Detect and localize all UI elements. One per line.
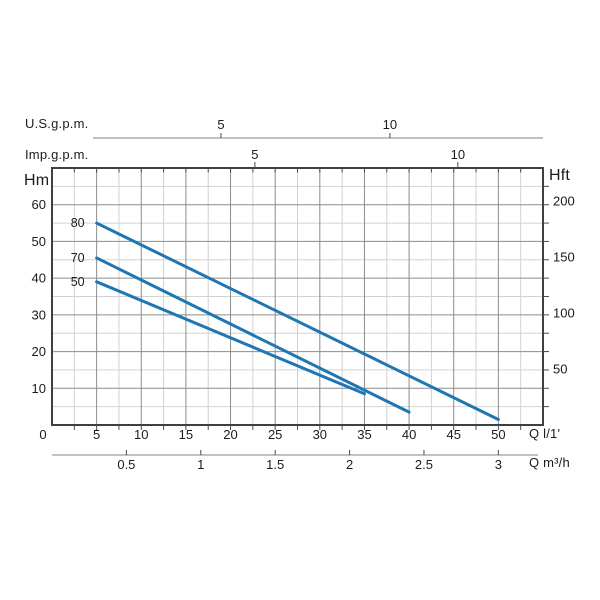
m3h-tick-label: 1	[197, 457, 204, 472]
hft-tick-label: 100	[553, 306, 575, 321]
lmin-tick-label: 20	[223, 427, 237, 442]
lmin-tick-label: 35	[357, 427, 371, 442]
curve-label-80: 80	[71, 216, 85, 230]
usgpm-axis-label: U.S.g.p.m.	[25, 116, 89, 131]
curve-80	[95, 221, 500, 421]
lmin-tick-label: 50	[491, 427, 505, 442]
lmin-tick-label: 15	[179, 427, 193, 442]
impgpm-tick-label: 10	[451, 147, 465, 162]
hm-tick-label: 50	[32, 234, 46, 249]
hm-tick-label: 20	[32, 344, 46, 359]
hft-tick-label: 200	[553, 194, 575, 209]
curve-50	[95, 280, 366, 396]
q-lmin-axis-label: Q l/1'	[529, 426, 561, 441]
hm-tick-label: 30	[32, 307, 46, 322]
hft-tick-label: 50	[553, 362, 567, 377]
q-m3h-axis-label: Q m³/h	[529, 455, 570, 470]
usgpm-tick-label: 5	[217, 117, 224, 132]
curve-label-50: 50	[71, 275, 85, 289]
lmin-tick-label: 5	[93, 427, 100, 442]
m3h-tick-label: 0.5	[117, 457, 135, 472]
m3h-tick-label: 2.5	[415, 457, 433, 472]
m3h-tick-label: 1.5	[266, 457, 284, 472]
hm-tick-label: 10	[32, 381, 46, 396]
hm-tick-label: 60	[32, 197, 46, 212]
curve-label-70: 70	[71, 251, 85, 265]
hft-axis-label: Hft	[549, 167, 571, 184]
lmin-tick-label: 45	[446, 427, 460, 442]
m3h-tick-label: 3	[495, 457, 502, 472]
hft-tick-label: 150	[553, 250, 575, 265]
usgpm-tick-label: 10	[383, 117, 397, 132]
impgpm-axis-label: Imp.g.p.m.	[25, 147, 89, 162]
lmin-tick-label: 25	[268, 427, 282, 442]
curve-70	[95, 256, 411, 414]
lmin-tick-label: 0	[39, 427, 46, 442]
lmin-tick-label: 10	[134, 427, 148, 442]
lmin-tick-label: 40	[402, 427, 416, 442]
impgpm-tick-label: 5	[251, 147, 258, 162]
hm-axis-label: Hm	[24, 172, 50, 189]
lmin-tick-label: 30	[313, 427, 327, 442]
m3h-tick-label: 2	[346, 457, 353, 472]
hm-tick-label: 40	[32, 271, 46, 286]
